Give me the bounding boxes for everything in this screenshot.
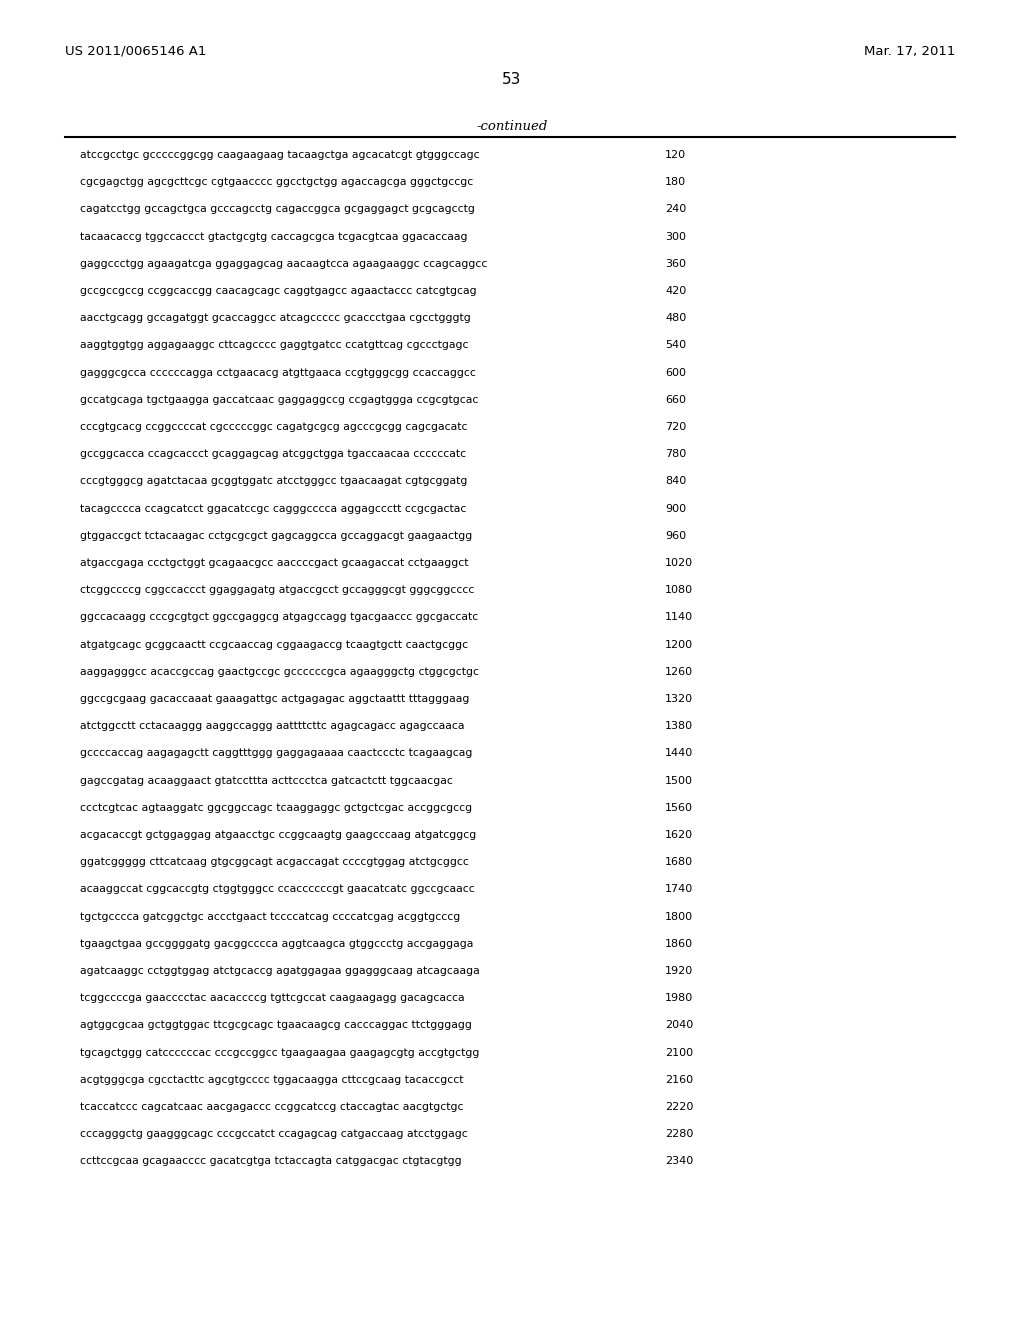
Text: 2100: 2100 bbox=[665, 1048, 693, 1057]
Text: atgaccgaga ccctgctggt gcagaacgcc aaccccgact gcaagaccat cctgaaggct: atgaccgaga ccctgctggt gcagaacgcc aaccccg… bbox=[80, 558, 469, 568]
Text: cccgtgggcg agatctacaa gcggtggatc atcctgggcc tgaacaagat cgtgcggatg: cccgtgggcg agatctacaa gcggtggatc atcctgg… bbox=[80, 477, 467, 486]
Text: 2040: 2040 bbox=[665, 1020, 693, 1031]
Text: ggccacaagg cccgcgtgct ggccgaggcg atgagccagg tgacgaaccc ggcgaccatc: ggccacaagg cccgcgtgct ggccgaggcg atgagcc… bbox=[80, 612, 478, 623]
Text: gaggccctgg agaagatcga ggaggagcag aacaagtcca agaagaaggc ccagcaggcc: gaggccctgg agaagatcga ggaggagcag aacaagt… bbox=[80, 259, 487, 269]
Text: -continued: -continued bbox=[476, 120, 548, 133]
Text: ccctcgtcac agtaaggatc ggcggccagc tcaaggaggc gctgctcgac accggcgccg: ccctcgtcac agtaaggatc ggcggccagc tcaagga… bbox=[80, 803, 472, 813]
Text: Mar. 17, 2011: Mar. 17, 2011 bbox=[863, 45, 955, 58]
Text: 2340: 2340 bbox=[665, 1156, 693, 1167]
Text: 840: 840 bbox=[665, 477, 686, 486]
Text: cccagggctg gaagggcagc cccgccatct ccagagcag catgaccaag atcctggagc: cccagggctg gaagggcagc cccgccatct ccagagc… bbox=[80, 1129, 468, 1139]
Text: gccggcacca ccagcaccct gcaggagcag atcggctgga tgaccaacaa ccccccatc: gccggcacca ccagcaccct gcaggagcag atcggct… bbox=[80, 449, 466, 459]
Text: tgctgcccca gatcggctgc accctgaact tccccatcag ccccatcgag acggtgcccg: tgctgcccca gatcggctgc accctgaact tccccat… bbox=[80, 912, 460, 921]
Text: acgtgggcga cgcctacttc agcgtgcccc tggacaagga cttccgcaag tacaccgcct: acgtgggcga cgcctacttc agcgtgcccc tggacaa… bbox=[80, 1074, 464, 1085]
Text: 900: 900 bbox=[665, 504, 686, 513]
Text: 1440: 1440 bbox=[665, 748, 693, 759]
Text: atgatgcagc gcggcaactt ccgcaaccag cggaagaccg tcaagtgctt caactgcggc: atgatgcagc gcggcaactt ccgcaaccag cggaaga… bbox=[80, 640, 468, 649]
Text: gagggcgcca ccccccagga cctgaacacg atgttgaaca ccgtgggcgg ccaccaggcc: gagggcgcca ccccccagga cctgaacacg atgttga… bbox=[80, 367, 476, 378]
Text: 120: 120 bbox=[665, 150, 686, 160]
Text: 1800: 1800 bbox=[665, 912, 693, 921]
Text: 1140: 1140 bbox=[665, 612, 693, 623]
Text: tacaacaccg tggccaccct gtactgcgtg caccagcgca tcgacgtcaa ggacaccaag: tacaacaccg tggccaccct gtactgcgtg caccagc… bbox=[80, 231, 468, 242]
Text: ggccgcgaag gacaccaaat gaaagattgc actgagagac aggctaattt tttagggaag: ggccgcgaag gacaccaaat gaaagattgc actgaga… bbox=[80, 694, 469, 704]
Text: ccttccgcaa gcagaacccc gacatcgtga tctaccagta catggacgac ctgtacgtgg: ccttccgcaa gcagaacccc gacatcgtga tctacca… bbox=[80, 1156, 462, 1167]
Text: tcggccccga gaacccctac aacaccccg tgttcgccat caagaagagg gacagcacca: tcggccccga gaacccctac aacaccccg tgttcgcc… bbox=[80, 993, 465, 1003]
Text: 540: 540 bbox=[665, 341, 686, 350]
Text: 1680: 1680 bbox=[665, 857, 693, 867]
Text: 1920: 1920 bbox=[665, 966, 693, 975]
Text: acgacaccgt gctggaggag atgaacctgc ccggcaagtg gaagcccaag atgatcggcg: acgacaccgt gctggaggag atgaacctgc ccggcaa… bbox=[80, 830, 476, 840]
Text: 180: 180 bbox=[665, 177, 686, 187]
Text: 960: 960 bbox=[665, 531, 686, 541]
Text: 600: 600 bbox=[665, 367, 686, 378]
Text: gccccaccag aagagagctt caggtttggg gaggagaaaa caactccctc tcagaagcag: gccccaccag aagagagctt caggtttggg gaggaga… bbox=[80, 748, 472, 759]
Text: 1320: 1320 bbox=[665, 694, 693, 704]
Text: cagatcctgg gccagctgca gcccagcctg cagaccggca gcgaggagct gcgcagcctg: cagatcctgg gccagctgca gcccagcctg cagaccg… bbox=[80, 205, 475, 214]
Text: 2160: 2160 bbox=[665, 1074, 693, 1085]
Text: 2220: 2220 bbox=[665, 1102, 693, 1111]
Text: US 2011/0065146 A1: US 2011/0065146 A1 bbox=[65, 45, 207, 58]
Text: 1980: 1980 bbox=[665, 993, 693, 1003]
Text: 720: 720 bbox=[665, 422, 686, 432]
Text: tacagcccca ccagcatcct ggacatccgc cagggcccca aggagccctt ccgcgactac: tacagcccca ccagcatcct ggacatccgc cagggcc… bbox=[80, 504, 466, 513]
Text: acaaggccat cggcaccgtg ctggtgggcc ccaccccccgt gaacatcatc ggccgcaacc: acaaggccat cggcaccgtg ctggtgggcc ccacccc… bbox=[80, 884, 475, 895]
Text: gagccgatag acaaggaact gtatccttta acttccctca gatcactctt tggcaacgac: gagccgatag acaaggaact gtatccttta acttccc… bbox=[80, 776, 453, 785]
Text: tgaagctgaa gccggggatg gacggcccca aggtcaagca gtggccctg accgaggaga: tgaagctgaa gccggggatg gacggcccca aggtcaa… bbox=[80, 939, 473, 949]
Text: gtggaccgct tctacaagac cctgcgcgct gagcaggcca gccaggacgt gaagaactgg: gtggaccgct tctacaagac cctgcgcgct gagcagg… bbox=[80, 531, 472, 541]
Text: 300: 300 bbox=[665, 231, 686, 242]
Text: 1860: 1860 bbox=[665, 939, 693, 949]
Text: tcaccatccc cagcatcaac aacgagaccc ccggcatccg ctaccagtac aacgtgctgc: tcaccatccc cagcatcaac aacgagaccc ccggcat… bbox=[80, 1102, 464, 1111]
Text: cccgtgcacg ccggccccat cgcccccggc cagatgcgcg agcccgcgg cagcgacatc: cccgtgcacg ccggccccat cgcccccggc cagatgc… bbox=[80, 422, 468, 432]
Text: 1260: 1260 bbox=[665, 667, 693, 677]
Text: gccgccgccg ccggcaccgg caacagcagc caggtgagcc agaactaccc catcgtgcag: gccgccgccg ccggcaccgg caacagcagc caggtga… bbox=[80, 286, 476, 296]
Text: aaggtggtgg aggagaaggc cttcagcccc gaggtgatcc ccatgttcag cgccctgagc: aaggtggtgg aggagaaggc cttcagcccc gaggtga… bbox=[80, 341, 469, 350]
Text: 53: 53 bbox=[503, 73, 521, 87]
Text: 1380: 1380 bbox=[665, 721, 693, 731]
Text: 2280: 2280 bbox=[665, 1129, 693, 1139]
Text: aacctgcagg gccagatggt gcaccaggcc atcagccccc gcaccctgaa cgcctgggtg: aacctgcagg gccagatggt gcaccaggcc atcagcc… bbox=[80, 313, 471, 323]
Text: atctggcctt cctacaaggg aaggccaggg aattttcttc agagcagacc agagccaaca: atctggcctt cctacaaggg aaggccaggg aattttc… bbox=[80, 721, 465, 731]
Text: 1560: 1560 bbox=[665, 803, 693, 813]
Text: atccgcctgc gcccccggcgg caagaagaag tacaagctga agcacatcgt gtgggccagc: atccgcctgc gcccccggcgg caagaagaag tacaag… bbox=[80, 150, 479, 160]
Text: 1200: 1200 bbox=[665, 640, 693, 649]
Text: ggatcggggg cttcatcaag gtgcggcagt acgaccagat ccccgtggag atctgcggcc: ggatcggggg cttcatcaag gtgcggcagt acgacca… bbox=[80, 857, 469, 867]
Text: 1020: 1020 bbox=[665, 558, 693, 568]
Text: gccatgcaga tgctgaagga gaccatcaac gaggaggccg ccgagtggga ccgcgtgcac: gccatgcaga tgctgaagga gaccatcaac gaggagg… bbox=[80, 395, 478, 405]
Text: 1620: 1620 bbox=[665, 830, 693, 840]
Text: ctcggccccg cggccaccct ggaggagatg atgaccgcct gccagggcgt gggcggcccc: ctcggccccg cggccaccct ggaggagatg atgaccg… bbox=[80, 585, 474, 595]
Text: 660: 660 bbox=[665, 395, 686, 405]
Text: agtggcgcaa gctggtggac ttcgcgcagc tgaacaagcg cacccaggac ttctgggagg: agtggcgcaa gctggtggac ttcgcgcagc tgaacaa… bbox=[80, 1020, 472, 1031]
Text: 360: 360 bbox=[665, 259, 686, 269]
Text: aaggagggcc acaccgccag gaactgccgc gccccccgca agaagggctg ctggcgctgc: aaggagggcc acaccgccag gaactgccgc gcccccc… bbox=[80, 667, 479, 677]
Text: 420: 420 bbox=[665, 286, 686, 296]
Text: tgcagctggg catccccccac cccgccggcc tgaagaagaa gaagagcgtg accgtgctgg: tgcagctggg catccccccac cccgccggcc tgaaga… bbox=[80, 1048, 479, 1057]
Text: 1080: 1080 bbox=[665, 585, 693, 595]
Text: 240: 240 bbox=[665, 205, 686, 214]
Text: cgcgagctgg agcgcttcgc cgtgaacccc ggcctgctgg agaccagcga gggctgccgc: cgcgagctgg agcgcttcgc cgtgaacccc ggcctgc… bbox=[80, 177, 473, 187]
Text: 780: 780 bbox=[665, 449, 686, 459]
Text: 480: 480 bbox=[665, 313, 686, 323]
Text: 1500: 1500 bbox=[665, 776, 693, 785]
Text: agatcaaggc cctggtggag atctgcaccg agatggagaa ggagggcaag atcagcaaga: agatcaaggc cctggtggag atctgcaccg agatgga… bbox=[80, 966, 480, 975]
Text: 1740: 1740 bbox=[665, 884, 693, 895]
